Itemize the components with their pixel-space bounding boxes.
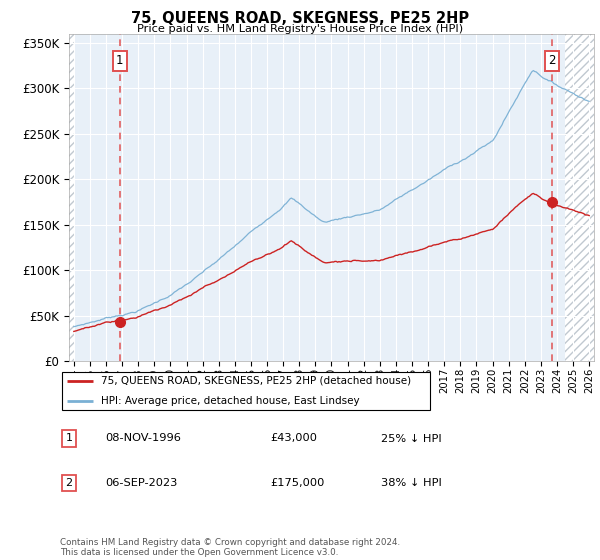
Text: 2: 2: [65, 478, 73, 488]
FancyBboxPatch shape: [62, 372, 430, 409]
Text: 25% ↓ HPI: 25% ↓ HPI: [381, 433, 442, 444]
Text: £175,000: £175,000: [270, 478, 325, 488]
Text: 06-SEP-2023: 06-SEP-2023: [105, 478, 178, 488]
Bar: [565, 34, 594, 361]
Text: Contains HM Land Registry data © Crown copyright and database right 2024.
This d: Contains HM Land Registry data © Crown c…: [60, 538, 400, 557]
Text: Price paid vs. HM Land Registry's House Price Index (HPI): Price paid vs. HM Land Registry's House …: [137, 24, 463, 34]
Text: 1: 1: [116, 54, 124, 67]
Text: 2: 2: [548, 54, 556, 67]
Text: 75, QUEENS ROAD, SKEGNESS, PE25 2HP (detached house): 75, QUEENS ROAD, SKEGNESS, PE25 2HP (det…: [101, 376, 411, 385]
Text: £43,000: £43,000: [270, 433, 317, 444]
Bar: [69, 34, 74, 361]
Text: 75, QUEENS ROAD, SKEGNESS, PE25 2HP: 75, QUEENS ROAD, SKEGNESS, PE25 2HP: [131, 11, 469, 26]
Text: 38% ↓ HPI: 38% ↓ HPI: [381, 478, 442, 488]
Text: 08-NOV-1996: 08-NOV-1996: [105, 433, 181, 444]
Text: HPI: Average price, detached house, East Lindsey: HPI: Average price, detached house, East…: [101, 396, 359, 405]
Text: 1: 1: [65, 433, 73, 444]
